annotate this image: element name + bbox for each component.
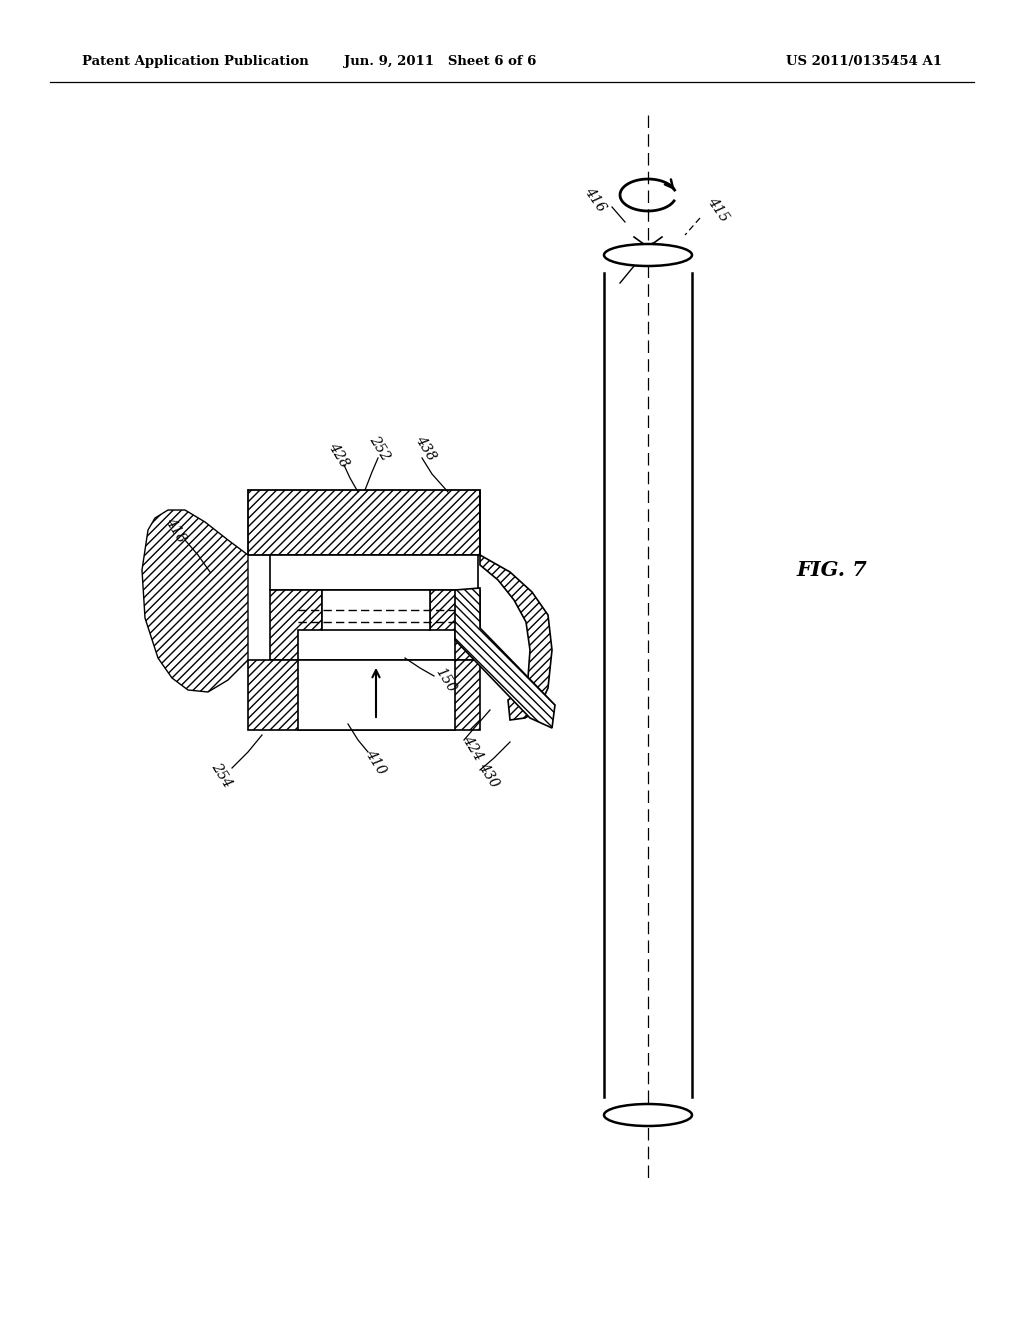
Text: 428: 428 [325,440,351,470]
Text: Patent Application Publication: Patent Application Publication [82,55,309,69]
Polygon shape [248,490,480,554]
Text: US 2011/0135454 A1: US 2011/0135454 A1 [786,55,942,69]
Polygon shape [248,660,480,730]
Polygon shape [430,590,480,660]
Text: Jun. 9, 2011   Sheet 6 of 6: Jun. 9, 2011 Sheet 6 of 6 [344,55,537,69]
Text: 416: 416 [582,185,608,215]
Polygon shape [455,587,555,729]
Polygon shape [142,510,248,692]
Text: 438: 438 [412,433,438,463]
Polygon shape [298,660,455,730]
Text: FIG. 7: FIG. 7 [797,560,867,579]
Text: 418: 418 [162,515,188,545]
Text: 424: 424 [459,733,485,763]
Polygon shape [270,590,322,660]
Polygon shape [480,490,552,719]
Polygon shape [270,554,478,590]
Text: 254: 254 [209,760,234,789]
Text: 430: 430 [475,760,501,789]
Text: 410: 410 [362,747,388,777]
Text: 150: 150 [432,665,458,696]
Text: 415: 415 [705,195,731,224]
Text: 252: 252 [367,433,393,463]
Ellipse shape [604,1104,692,1126]
Polygon shape [322,590,430,630]
Ellipse shape [604,244,692,267]
